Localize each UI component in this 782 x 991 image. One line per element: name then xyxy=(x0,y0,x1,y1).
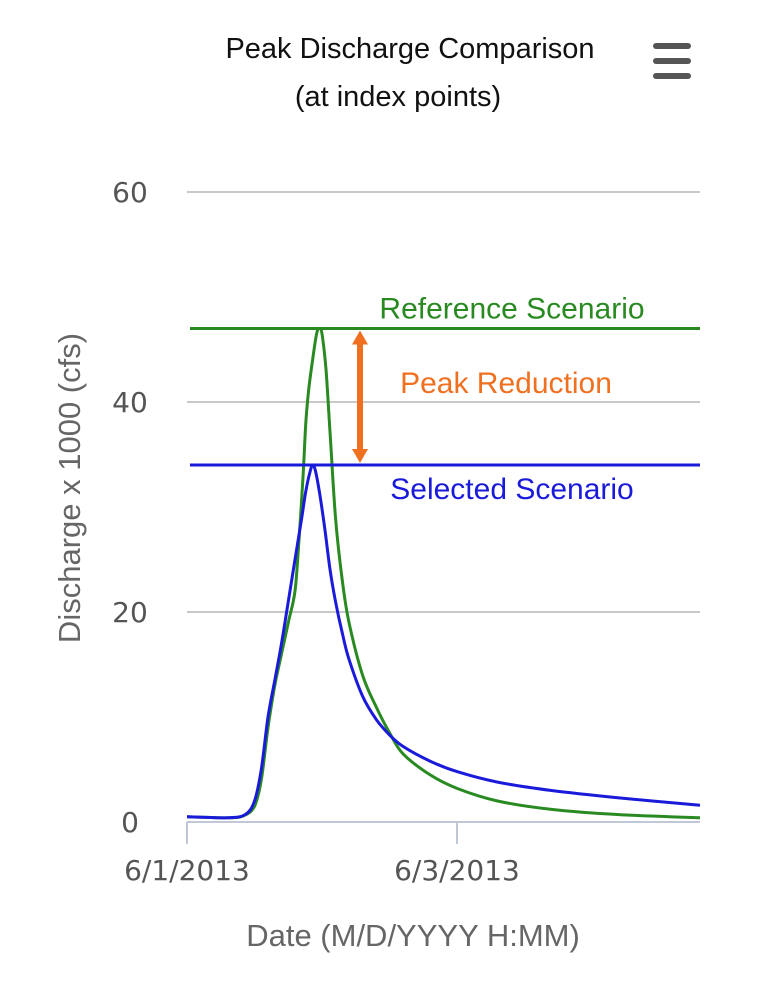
reference-lines: Reference Scenario Selected Scenario xyxy=(190,293,700,506)
x-axis: 6/1/2013 6/3/2013 xyxy=(124,821,700,887)
peak-reduction-annotation: Peak Reduction xyxy=(352,330,612,463)
chart-subtitle: (at index points) xyxy=(295,81,501,113)
arrow-down-icon xyxy=(352,449,368,463)
selected-scenario-label: Selected Scenario xyxy=(390,473,634,506)
y-axis-ticks: 0 20 40 60 xyxy=(112,176,148,839)
y-tick-label: 0 xyxy=(121,806,139,839)
y-tick-label: 40 xyxy=(112,386,148,419)
peak-reduction-label: Peak Reduction xyxy=(400,367,612,400)
x-tick-label: 6/3/2013 xyxy=(394,854,520,887)
y-tick-label: 20 xyxy=(112,596,148,629)
x-tick-label: 6/1/2013 xyxy=(124,854,250,887)
reference-scenario-label: Reference Scenario xyxy=(379,293,644,326)
y-tick-label: 60 xyxy=(112,176,148,209)
y-axis-label: Discharge x 1000 (cfs) xyxy=(52,333,87,643)
x-axis-label: Date (M/D/YYYY H:MM) xyxy=(246,918,580,953)
selected-scenario-line xyxy=(186,463,701,820)
hamburger-menu-icon[interactable] xyxy=(653,43,691,79)
grid xyxy=(187,191,700,613)
arrow-up-icon xyxy=(352,330,368,345)
chart-title: Peak Discharge Comparison xyxy=(225,33,594,65)
